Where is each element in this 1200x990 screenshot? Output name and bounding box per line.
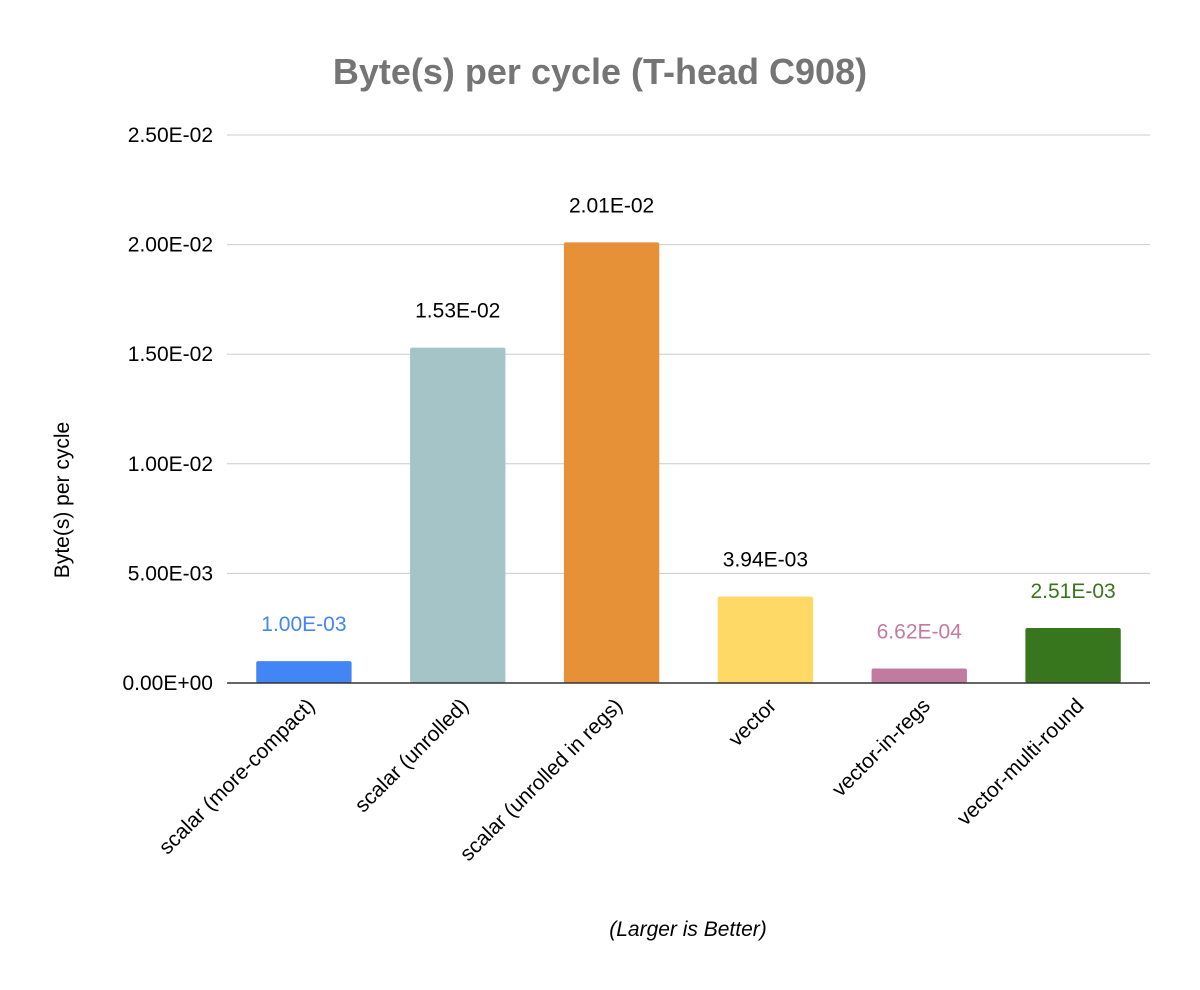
y-axis-ticks: 0.00E+00 5.00E-03 1.00E-02 1.50E-02 2.00E-02… — [122, 124, 213, 695]
y-tick-label: 2.50E-02 — [128, 124, 213, 147]
y-tick-label: 5.00E-03 — [128, 562, 213, 585]
x-axis-categories: scalar (more-compact) scalar (unrolled)sc… — [155, 694, 1089, 865]
data-label: 3.94E-03 — [723, 549, 808, 572]
bar — [871, 668, 967, 683]
bar — [563, 242, 660, 683]
gridlines — [227, 134, 1150, 574]
data-label: 1.53E-02 — [415, 300, 500, 323]
x-tick-label: vector-multi-round — [953, 694, 1089, 830]
bar — [1025, 627, 1121, 683]
y-axis-title: Byte(s) per cycle — [51, 422, 74, 578]
x-tick-label: scalar (unrolled in regs) — [456, 694, 627, 865]
data-labels: 1.00E-03 1.53E-02 2.01E-02 3.94E-03 6.62E-04… — [261, 194, 1115, 643]
data-label: 1.00E-03 — [261, 613, 346, 636]
data-label: 6.62E-04 — [877, 620, 963, 643]
x-tick-label: scalar (unrolled) — [351, 694, 474, 817]
y-tick-label: 0.00E+00 — [122, 672, 213, 695]
y-tick-label: 1.50E-02 — [128, 343, 213, 366]
x-tick-label: vector — [724, 694, 781, 751]
x-axis-title: (Larger is Better) — [609, 918, 767, 941]
bar — [410, 347, 506, 683]
bars — [256, 242, 1121, 683]
chart-title: Byte(s) per cycle (T-head C908) — [333, 51, 867, 92]
y-tick-label: 1.00E-02 — [128, 453, 213, 476]
x-tick-label: scalar (more-compact) — [155, 694, 320, 859]
data-label: 2.51E-03 — [1030, 580, 1115, 603]
x-tick-label: vector-in-regs — [828, 694, 935, 801]
bar — [717, 596, 814, 683]
y-tick-label: 2.00E-02 — [128, 234, 213, 257]
bar — [256, 661, 352, 683]
data-label: 2.01E-02 — [569, 194, 654, 217]
